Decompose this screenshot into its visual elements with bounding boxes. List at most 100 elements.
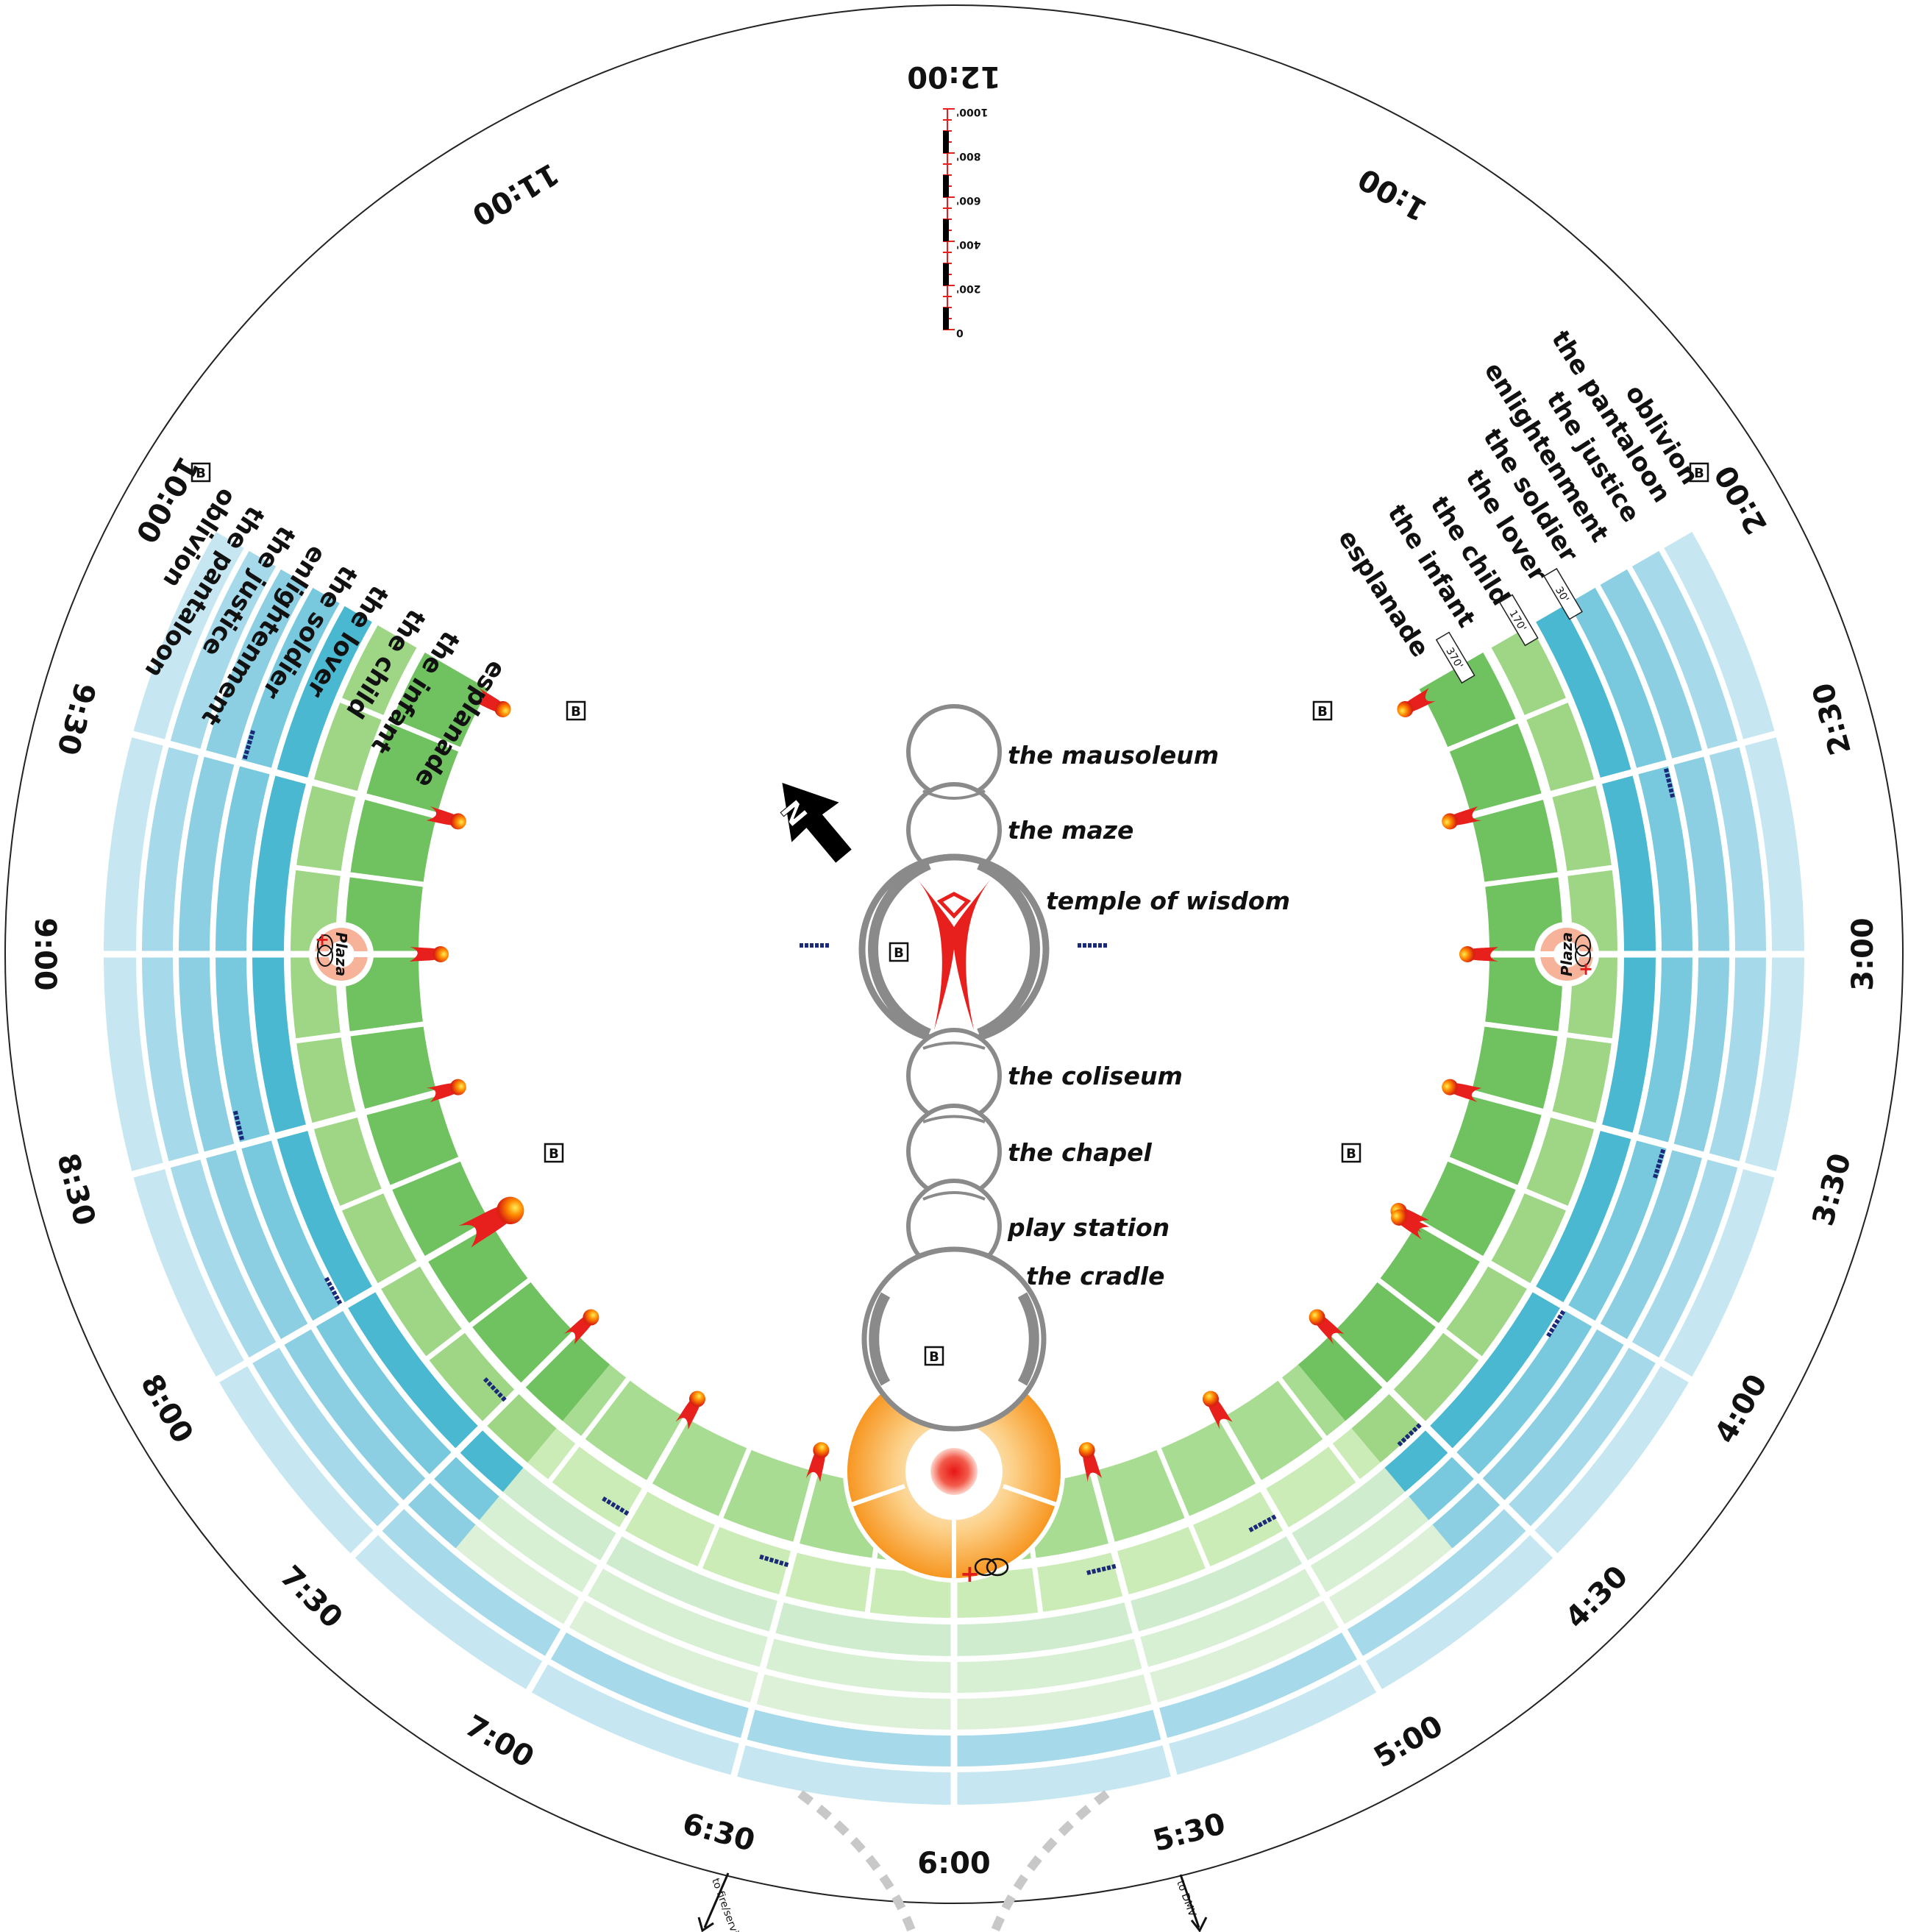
city-block [223,1206,280,1283]
city-block [251,951,287,1016]
restroom-icon: B [1689,462,1709,483]
city-block [249,563,312,640]
city-block [563,1597,640,1659]
city-block [506,1562,583,1627]
portapotty-row [1397,1423,1422,1447]
city-block [654,1560,725,1616]
city-block [213,1360,285,1444]
city-block [886,1658,954,1694]
medical-icon: + [1578,959,1593,979]
city-block [1331,1298,1423,1389]
city-block [316,600,375,671]
dmv-arrow: to DMV [1174,1874,1208,1932]
city-block [1425,1385,1493,1454]
city-block [1531,1307,1595,1381]
svg-text:B: B [1694,466,1704,481]
fire-icon [1459,946,1498,962]
portapotty-row [602,1496,630,1516]
city-block [876,1768,954,1808]
clock-label: 7:00 [459,1709,539,1775]
city-block [544,1628,624,1692]
city-block [499,1466,570,1531]
city-block [548,1502,619,1563]
city-block [104,1022,149,1103]
city-block [1465,1338,1531,1409]
svg-text:B: B [929,1349,939,1365]
fire-markers [410,688,1498,1482]
city-block [608,1661,688,1719]
city-block [1533,1237,1592,1308]
city-block [1578,1423,1654,1505]
city-block [1074,1637,1146,1684]
scale-tick-label: 400' [956,238,981,250]
city-block [253,1010,294,1077]
city-block [1360,1624,1444,1695]
city-block [1660,1299,1728,1384]
city-block [180,525,248,609]
city-block [1621,954,1657,1018]
city-block [1218,1661,1298,1720]
city-block [1565,1253,1625,1327]
city-block [203,686,257,762]
clock-label: 1:00 [1353,161,1433,227]
svg-text:B: B [571,704,581,720]
fire-icon [426,1079,466,1103]
city-block [1693,1233,1756,1318]
restroom-icon: B [191,462,211,483]
fire-services-arrow: to fire/services [697,1872,747,1932]
city-block [1220,1393,1306,1485]
city-block [1686,1156,1740,1235]
clock-label: 8:30 [50,1150,102,1229]
city-block [377,1504,453,1578]
city-block [1687,675,1741,755]
restroom-icon: B [1312,700,1333,721]
city-block [1626,1208,1684,1285]
city-block [129,1162,187,1246]
fire-icon [1391,1209,1430,1240]
clock-label: 6:30 [679,1807,758,1858]
plaza-label: Plaza [1558,932,1576,976]
city-block [760,1636,832,1683]
city-block [1430,1480,1503,1552]
city-block [151,1231,214,1315]
city-block [1494,1360,1561,1432]
city-block [253,1421,328,1503]
city-block [140,880,177,954]
fire-icon [563,1309,599,1345]
city-block [1417,648,1510,730]
city-block [1722,812,1765,889]
city-block [189,608,248,688]
clock-label: 3:30 [1806,1150,1858,1229]
city-block [1594,641,1651,715]
city-block [724,1533,795,1599]
city-block [1281,1630,1361,1694]
city-block [257,1193,314,1268]
city-block [214,887,250,954]
city-block [1013,1650,1083,1692]
city-block [1560,1183,1615,1254]
city-block [711,1583,781,1634]
city-block [742,1457,816,1546]
scale-tick-label: 800' [956,150,981,162]
city-block [216,1013,258,1083]
dmv-label: to DMV [1174,1879,1198,1919]
portapotty-row [800,943,829,948]
city-block [1235,1534,1306,1593]
city-block [1456,1093,1545,1166]
city-block [152,591,215,675]
city-block [1662,528,1729,611]
city-block [344,845,427,908]
city-block [1636,1076,1683,1148]
city-block [1420,1580,1503,1655]
entry-road [990,1790,1110,1932]
city-block [402,1478,477,1549]
city-block [101,876,140,954]
city-block [203,1144,255,1221]
portapotty-rows [232,730,1676,1575]
city-block [1721,662,1779,746]
clock-label: 3:00 [1846,917,1880,991]
city-block [779,1549,847,1611]
maze-label: the maze [1008,816,1133,845]
city-block [1162,1722,1246,1780]
fire-icon [805,1442,830,1482]
